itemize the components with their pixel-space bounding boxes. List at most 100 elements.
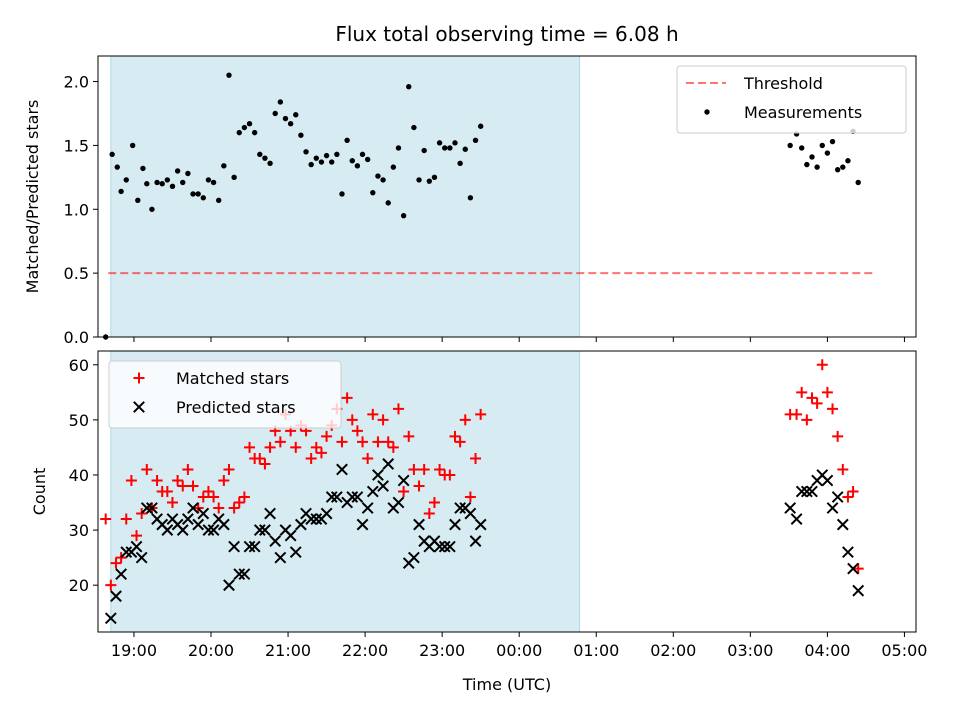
predicted-point	[784, 502, 797, 514]
bottom-panel: 19:00 20:00 21:00 22:00 23:00 00:00 01:00 02:00…	[30, 350, 927, 660]
measurement-point	[174, 168, 181, 174]
matched-point	[187, 480, 199, 492]
predicted-point	[233, 568, 246, 581]
measurement-point	[226, 72, 232, 78]
matched-point	[459, 414, 471, 426]
x-tick-label: 01:00	[573, 641, 619, 660]
measurement-point	[159, 181, 165, 187]
measurement-point	[129, 142, 136, 149]
x-tick-label: 23:00	[419, 641, 465, 660]
matched-point	[806, 392, 818, 404]
y-axis-label: Count	[30, 468, 49, 516]
measurement-point	[329, 159, 335, 165]
measurement-point	[809, 154, 815, 160]
legend-marker	[133, 401, 145, 413]
predicted-point	[305, 513, 318, 525]
predicted-point	[259, 524, 271, 536]
shaded-span	[110, 55, 581, 338]
matched-point	[357, 436, 369, 448]
measurement-point	[180, 179, 186, 186]
matched-point	[100, 513, 112, 525]
measurement-point	[406, 83, 412, 90]
predicted-point	[449, 518, 461, 531]
matched-point	[233, 497, 245, 509]
matched-point	[475, 408, 487, 420]
predicted-point	[140, 502, 153, 514]
predicted-point	[228, 540, 241, 553]
predicted-point	[274, 551, 287, 564]
matched-point	[310, 441, 322, 453]
predicted-point	[238, 568, 251, 581]
y-tick-label: 40	[69, 466, 89, 485]
predicted-point	[469, 535, 482, 547]
predicted-point	[207, 524, 220, 536]
measurement-point	[293, 112, 299, 118]
legend-label: Matched stars	[176, 369, 289, 388]
predicted-point	[253, 524, 266, 536]
predicted-point	[187, 502, 199, 514]
measurement-point	[462, 146, 468, 152]
matched-point	[238, 491, 250, 503]
matched-point	[791, 408, 803, 420]
measurement-point	[185, 170, 191, 177]
predicted-point	[852, 584, 865, 597]
measurement-point	[114, 164, 120, 170]
measurement-point	[308, 161, 314, 168]
y-tick-label: 2.0	[64, 73, 89, 92]
y-tick-label: 60	[69, 356, 89, 375]
matched-point	[125, 474, 137, 486]
measurement-point	[375, 173, 381, 179]
predicted-point	[392, 496, 405, 509]
measurement-point	[814, 164, 820, 170]
matched-point	[801, 414, 813, 426]
predicted-point	[135, 551, 148, 564]
predicted-point	[790, 513, 803, 525]
predicted-point	[192, 518, 205, 531]
predicted-point	[248, 540, 261, 553]
measurement-point	[135, 197, 141, 204]
measurement-point	[210, 179, 217, 186]
measurement-point	[221, 163, 227, 169]
predicted-point	[320, 507, 333, 520]
matched-point	[842, 491, 854, 503]
matched-point	[398, 486, 410, 497]
measurement-point	[195, 191, 201, 197]
predicted-point	[146, 502, 158, 514]
x-tick-label: 19:00	[111, 641, 157, 660]
matched-point	[202, 486, 214, 497]
chart-title: Flux total observing time = 6.08 h	[335, 22, 678, 46]
measurement-point	[149, 206, 155, 212]
predicted-point	[800, 485, 813, 498]
legend-box	[108, 360, 342, 429]
matched-point	[105, 579, 117, 591]
matched-point	[182, 463, 194, 475]
measurement-point	[834, 166, 841, 173]
predicted-point	[243, 540, 256, 553]
matched-point	[177, 480, 189, 492]
predicted-point	[176, 524, 189, 536]
top-panel: 0.0 0.5 1.0 1.5 2.0 Matched/Predicted stars Th…	[23, 55, 917, 347]
matched-point	[254, 452, 266, 464]
y-tick-label: 1.5	[64, 136, 89, 155]
series-predicted-stars	[104, 458, 865, 625]
predicted-point	[346, 491, 359, 503]
matched-point	[811, 397, 823, 409]
matched-point	[274, 436, 286, 448]
measurement-point	[267, 160, 273, 166]
matched-point	[428, 497, 440, 509]
predicted-point	[382, 458, 395, 470]
legend: Matched stars Predicted stars	[108, 360, 342, 429]
measurement-point	[411, 124, 417, 131]
plot-frame	[97, 55, 917, 338]
matched-point	[197, 491, 209, 503]
measurement-point	[344, 137, 350, 143]
matched-point	[264, 441, 276, 453]
predicted-point	[115, 568, 128, 581]
predicted-point	[366, 485, 379, 498]
matched-point	[131, 530, 143, 542]
matched-point	[367, 408, 379, 420]
x-tick-label: 00:00	[496, 641, 542, 660]
matched-point	[351, 425, 363, 437]
measurement-point	[282, 115, 289, 122]
matched-point	[387, 441, 399, 453]
